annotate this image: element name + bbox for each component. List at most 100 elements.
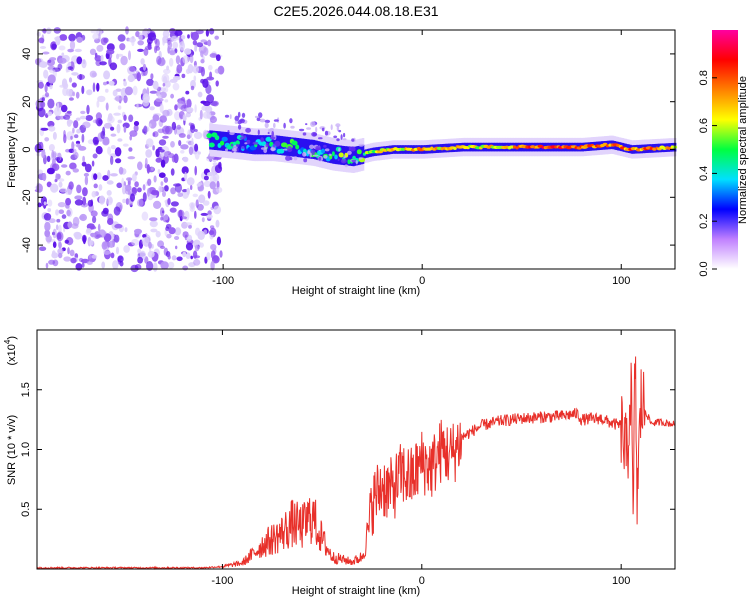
noise-blob [152, 80, 159, 90]
trace-scatter [269, 136, 276, 140]
noise-blob [175, 55, 181, 65]
noise-blob [174, 30, 183, 36]
spectrogram-y-label: Frequency (Hz) [6, 112, 18, 188]
noise-blob [103, 70, 111, 80]
trace-scatter [234, 120, 238, 124]
trace-scatter [230, 143, 234, 147]
noise-blob [153, 175, 157, 183]
noise-blob [47, 199, 53, 207]
noise-blob [47, 111, 53, 117]
noise-blob [170, 168, 175, 176]
snr-scale-label: (x104) [3, 336, 18, 366]
trace-scatter [347, 150, 352, 155]
noise-blob [50, 183, 59, 193]
trace-scatter [305, 123, 308, 126]
trace-band [343, 146, 346, 166]
noise-blob [150, 73, 154, 80]
trace-scatter [323, 155, 328, 159]
noise-blob [182, 231, 189, 238]
trace-scatter [328, 153, 332, 156]
noise-blob [190, 31, 199, 41]
noise-blob [160, 207, 165, 217]
noise-blob [133, 124, 139, 132]
x-tick-label: -100 [211, 575, 233, 587]
noise-blob [169, 50, 176, 56]
snr-series-line [36, 356, 676, 570]
noise-blob [203, 180, 211, 188]
trace-scatter [259, 118, 266, 123]
trace-scatter [333, 135, 338, 139]
trace-scatter [256, 117, 261, 122]
trace-scatter [273, 119, 279, 122]
noise-blob [171, 35, 178, 42]
trace-band [247, 134, 250, 154]
noise-blob [148, 123, 152, 128]
noise-blob [191, 137, 194, 148]
trace-scatter [337, 158, 340, 161]
noise-blob [81, 85, 85, 95]
noise-blob [85, 115, 93, 121]
noise-blob [100, 130, 106, 140]
noise-blob [44, 83, 48, 93]
noise-blob [43, 69, 49, 79]
noise-blob [145, 149, 153, 158]
trace-scatter [312, 154, 319, 157]
noise-blob [89, 225, 97, 230]
trace-band [209, 130, 212, 150]
trace-cell [453, 146, 457, 150]
noise-blob [200, 66, 205, 77]
noise-blob [193, 131, 203, 140]
trace-cell [221, 136, 228, 142]
noise-blob [162, 38, 165, 46]
noise-blob [170, 187, 177, 195]
noise-blob [127, 156, 136, 160]
noise-blob [162, 109, 170, 117]
trace-cell [321, 148, 326, 154]
noise-blob [209, 53, 218, 58]
noise-blob [207, 190, 211, 199]
trace-band [347, 146, 350, 166]
noise-blob [143, 48, 149, 56]
noise-blob [176, 124, 181, 130]
trace-scatter [245, 127, 252, 133]
noise-blob [66, 119, 74, 125]
noise-blob [60, 104, 68, 113]
trace-scatter [342, 138, 347, 141]
noise-blob [166, 233, 172, 239]
noise-blob [101, 261, 106, 269]
noise-blob [142, 192, 147, 202]
noise-blob [100, 54, 104, 62]
noise-blob [207, 39, 212, 47]
noise-blob [199, 109, 203, 120]
noise-blob [177, 192, 183, 197]
trace-scatter [252, 141, 259, 145]
noise-blob [48, 218, 56, 224]
noise-blob [214, 68, 221, 74]
noise-blob [81, 133, 85, 143]
noise-blob [187, 34, 190, 39]
noise-blob [183, 156, 189, 163]
noise-blob [198, 194, 206, 204]
trace-scatter [290, 125, 295, 129]
trace-scatter [309, 144, 315, 149]
noise-blob [147, 32, 157, 41]
noise-blob [164, 151, 169, 158]
noise-blob [51, 43, 57, 50]
noise-blob [72, 148, 77, 155]
trace-band [239, 133, 242, 153]
trace-band [242, 133, 245, 153]
noise-blob [45, 262, 49, 269]
noise-blob [149, 217, 158, 222]
noise-blob [71, 141, 75, 151]
noise-blob [36, 183, 43, 193]
noise-blob [110, 155, 114, 165]
noise-blob [82, 187, 88, 197]
noise-blob [196, 183, 201, 187]
trace-band [303, 138, 306, 158]
noise-blob [82, 155, 85, 163]
noise-blob [62, 82, 69, 90]
noise-blob [141, 236, 150, 247]
trace-band [336, 145, 339, 165]
noise-blob [147, 188, 150, 197]
noise-blob [96, 172, 102, 180]
